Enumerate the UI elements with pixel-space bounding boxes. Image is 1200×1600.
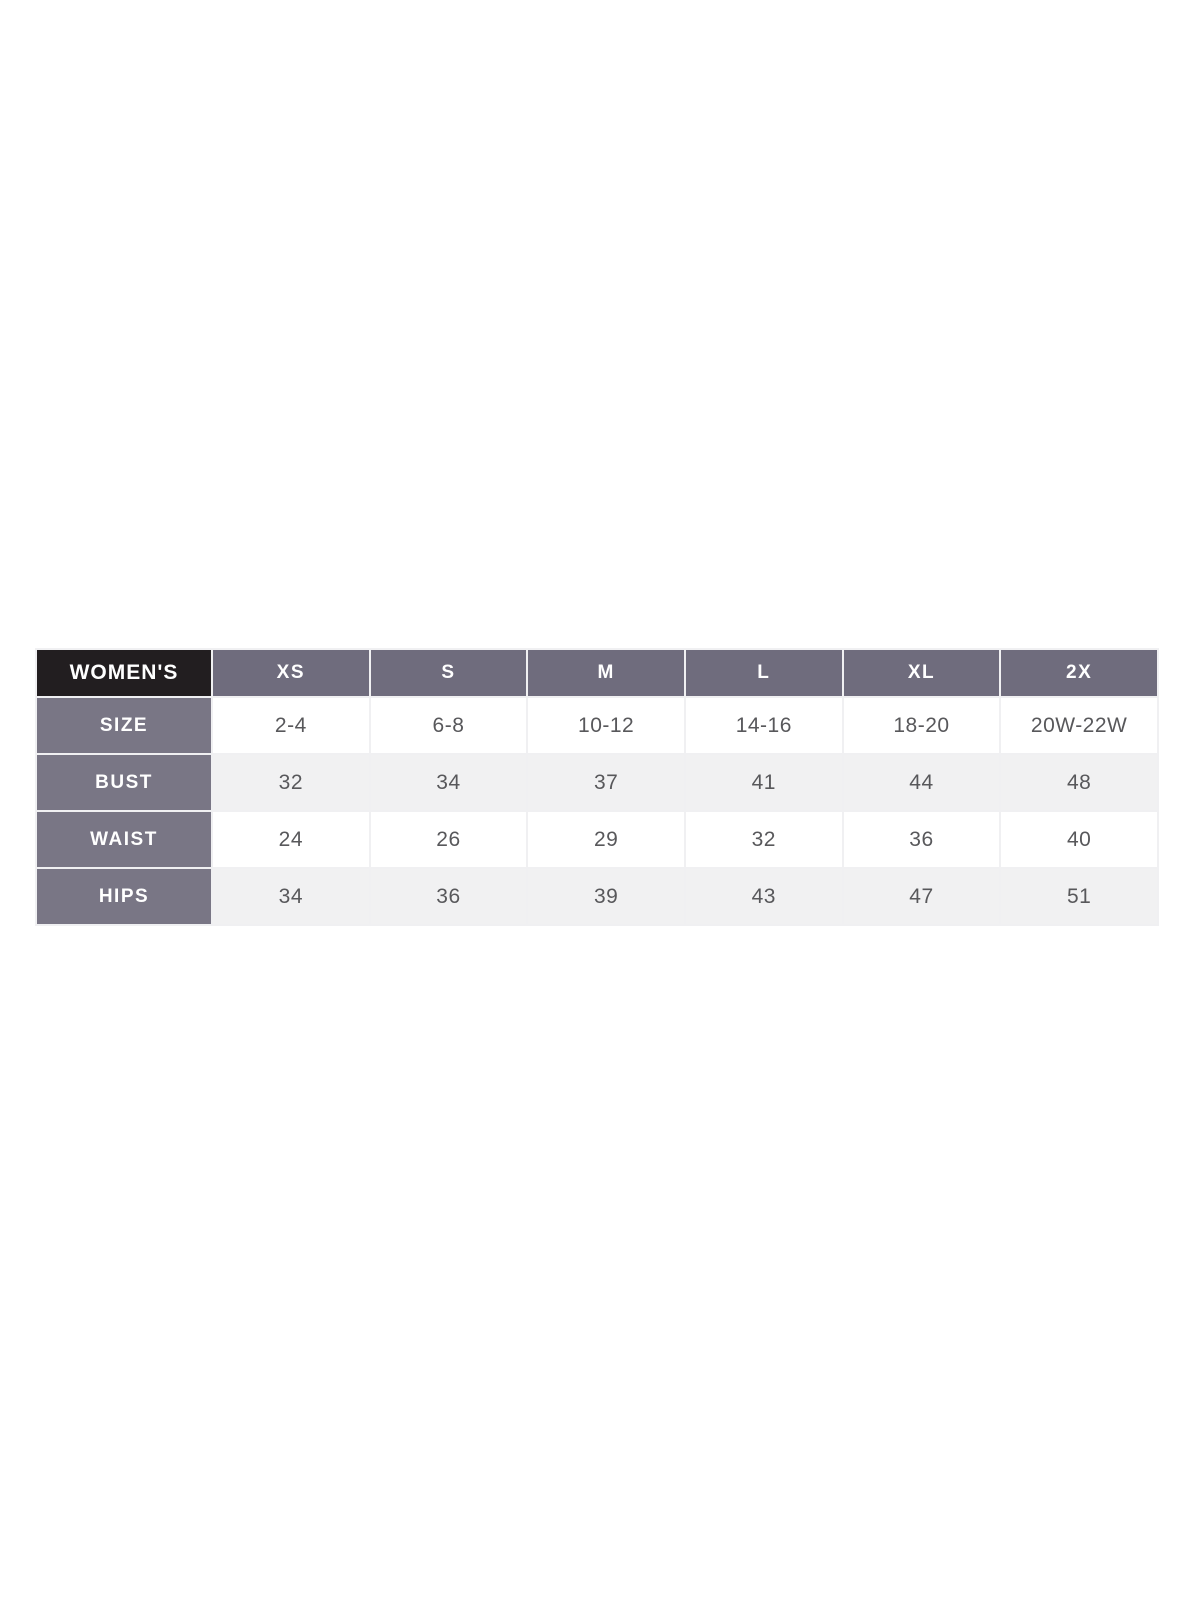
cell-bust-l: 41 bbox=[685, 755, 842, 810]
row-label-waist: WAIST bbox=[37, 812, 211, 867]
cell-waist-l: 32 bbox=[685, 812, 842, 867]
table-row-bust: BUST 32 34 37 41 44 48 bbox=[37, 755, 1157, 810]
column-header-xl: XL bbox=[843, 650, 1000, 696]
cell-hips-l: 43 bbox=[685, 869, 842, 924]
cell-waist-xs: 24 bbox=[213, 812, 369, 867]
column-header-l: L bbox=[685, 650, 842, 696]
table-row-hips: HIPS 34 36 39 43 47 51 bbox=[37, 869, 1157, 924]
corner-header-womens: WOMEN'S bbox=[37, 650, 211, 696]
table-row-waist: WAIST 24 26 29 32 36 40 bbox=[37, 812, 1157, 867]
table-row-size: SIZE 2-4 6-8 10-12 14-16 18-20 20W-22W bbox=[37, 698, 1157, 753]
column-header-xs: XS bbox=[213, 650, 369, 696]
cell-size-m: 10-12 bbox=[528, 698, 684, 753]
cell-bust-s: 34 bbox=[370, 755, 527, 810]
cell-hips-xs: 34 bbox=[213, 869, 369, 924]
row-label-hips: HIPS bbox=[37, 869, 211, 924]
cell-bust-xs: 32 bbox=[213, 755, 369, 810]
cell-hips-m: 39 bbox=[528, 869, 684, 924]
cell-size-l: 14-16 bbox=[685, 698, 842, 753]
column-header-m: M bbox=[528, 650, 684, 696]
cell-waist-xl: 36 bbox=[843, 812, 1000, 867]
cell-bust-m: 37 bbox=[528, 755, 684, 810]
cell-size-xs: 2-4 bbox=[213, 698, 369, 753]
womens-size-chart-table: WOMEN'S XS S M L XL 2X SIZE 2-4 6-8 10-1… bbox=[35, 648, 1159, 926]
cell-waist-2x: 40 bbox=[1001, 812, 1157, 867]
row-label-size: SIZE bbox=[37, 698, 211, 753]
cell-bust-xl: 44 bbox=[843, 755, 1000, 810]
cell-hips-2x: 51 bbox=[1001, 869, 1157, 924]
table-header-row: WOMEN'S XS S M L XL 2X bbox=[37, 650, 1157, 696]
cell-bust-2x: 48 bbox=[1001, 755, 1157, 810]
size-chart-section: WOMEN'S XS S M L XL 2X SIZE 2-4 6-8 10-1… bbox=[35, 648, 1159, 926]
cell-waist-s: 26 bbox=[370, 812, 527, 867]
cell-size-2x: 20W-22W bbox=[1001, 698, 1157, 753]
cell-waist-m: 29 bbox=[528, 812, 684, 867]
cell-size-s: 6-8 bbox=[370, 698, 527, 753]
cell-hips-s: 36 bbox=[370, 869, 527, 924]
cell-hips-xl: 47 bbox=[843, 869, 1000, 924]
row-label-bust: BUST bbox=[37, 755, 211, 810]
cell-size-xl: 18-20 bbox=[843, 698, 1000, 753]
column-header-s: S bbox=[370, 650, 527, 696]
column-header-2x: 2X bbox=[1001, 650, 1157, 696]
